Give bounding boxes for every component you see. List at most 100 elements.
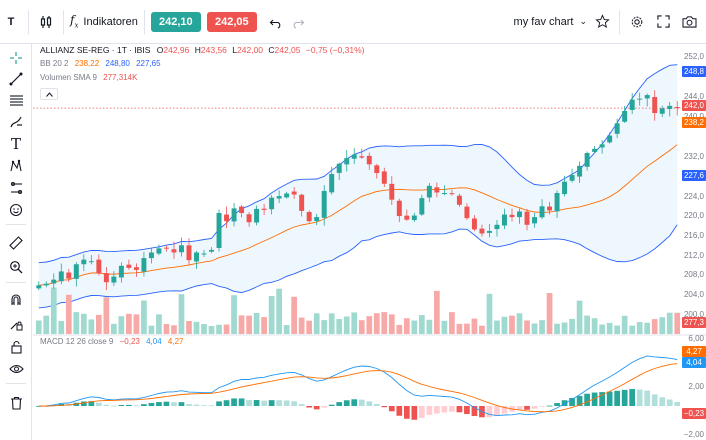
macd-legend: MACD 12 26 close 9 −0,23 4,04 4,27 — [40, 337, 184, 346]
candle-body — [599, 144, 605, 148]
fib-icon[interactable] — [5, 89, 27, 111]
macd-histogram-bar — [171, 402, 177, 406]
volume-bar — [358, 320, 365, 334]
layout-selector[interactable]: my fav chart ⌄ — [513, 15, 587, 28]
volume-bar — [58, 320, 65, 334]
candle-body — [291, 191, 297, 195]
macd-histogram-bar — [524, 406, 530, 410]
candle-body — [284, 193, 290, 198]
macd-histogram-bar — [246, 400, 252, 406]
macd-histogram-bar — [651, 394, 658, 406]
chart-pane[interactable]: ALLIANZ SE-REG · 1T · IBIS O242,96 H243,… — [33, 44, 706, 440]
volume-bar — [283, 325, 290, 334]
text-icon[interactable]: T — [10, 135, 21, 153]
candle-body — [667, 105, 673, 109]
indicators-button[interactable]: fx Indikatoren — [70, 13, 138, 30]
macd-histogram-bar — [636, 389, 643, 406]
chevron-up-icon — [45, 91, 53, 97]
candle-body — [532, 217, 538, 224]
buy-button[interactable]: 242,10 — [150, 11, 201, 32]
gear-icon[interactable] — [626, 11, 648, 33]
volume-bar — [50, 287, 57, 334]
candle-body — [494, 224, 500, 230]
magnet-icon[interactable] — [5, 289, 27, 311]
volume-bar — [313, 313, 320, 334]
macd-histogram-bar — [381, 406, 388, 408]
macd-histogram-bar — [261, 400, 267, 406]
macd-histogram-bar — [554, 403, 560, 406]
volume-bar — [666, 312, 673, 334]
macd-histogram-bar — [599, 392, 605, 406]
sell-button[interactable]: 242,05 — [206, 11, 257, 32]
candle-body — [148, 252, 154, 259]
volume-bar — [554, 323, 560, 334]
volume-bar — [306, 320, 313, 334]
volume-bar — [456, 323, 463, 334]
symbol-button[interactable]: T — [7, 15, 15, 28]
volume-bar — [366, 316, 373, 334]
price-legend: ALLIANZ SE-REG · 1T · IBIS O242,96 H243,… — [40, 45, 365, 55]
macd-tick: 6,00 — [688, 334, 704, 343]
macd-tick: 2,00 — [688, 382, 704, 391]
macd-histogram-bar — [456, 406, 463, 413]
macd-histogram-bar — [283, 400, 290, 406]
collapse-legend-button[interactable] — [40, 88, 58, 100]
volume-bar — [238, 315, 245, 334]
redo-icon[interactable] — [287, 11, 309, 33]
candle-body — [622, 110, 628, 122]
trendline-icon[interactable] — [5, 68, 27, 90]
macd-line-badge: 4,04 — [682, 357, 706, 368]
lock-drawing-icon[interactable] — [5, 313, 27, 335]
crosshair-icon[interactable] — [5, 47, 27, 69]
candle-body — [239, 206, 245, 213]
volume-bar — [576, 300, 583, 334]
candle-body — [637, 98, 643, 100]
pattern-icon[interactable] — [5, 155, 27, 177]
bb-lower-badge: 227,6 — [682, 170, 706, 181]
fullscreen-icon[interactable] — [652, 11, 674, 33]
volume-bar — [479, 325, 485, 334]
volume-bar — [674, 312, 681, 334]
camera-icon[interactable] — [678, 11, 700, 33]
volume-bar — [561, 322, 568, 334]
macd-histogram-bar — [486, 406, 493, 418]
emoji-icon[interactable] — [5, 199, 27, 221]
macd-histogram-bar — [186, 404, 192, 406]
volume-bar — [343, 316, 350, 334]
candle-body — [261, 208, 267, 210]
candle-body — [351, 154, 357, 159]
chart-canvas[interactable] — [33, 44, 706, 440]
star-icon[interactable] — [591, 11, 613, 33]
zoom-icon[interactable] — [5, 256, 27, 278]
undo-icon[interactable] — [265, 11, 287, 33]
volume-bar — [141, 300, 147, 334]
eye-icon[interactable] — [5, 358, 27, 380]
price-tick: 212,0 — [683, 251, 704, 260]
volume-bar — [629, 325, 636, 334]
volume-bar — [471, 318, 478, 334]
prediction-icon[interactable] — [5, 177, 27, 199]
volume-bar — [193, 321, 200, 334]
macd-histogram-bar — [321, 406, 328, 408]
candle-body — [111, 276, 117, 283]
macd-histogram-bar — [434, 406, 440, 414]
volume-bar — [351, 312, 358, 334]
ruler-icon[interactable] — [5, 232, 27, 254]
candle-body — [426, 185, 432, 198]
candle-body — [434, 187, 440, 193]
brush-icon[interactable] — [5, 111, 27, 133]
top-toolbar: T fx Indikatoren 242,10 242,05 my fav ch… — [0, 0, 706, 44]
volume-bar — [441, 320, 448, 334]
macd-histogram-bar — [659, 397, 666, 406]
macd-histogram-bar — [388, 406, 395, 412]
macd-line — [38, 355, 678, 417]
lock-icon[interactable] — [5, 336, 27, 358]
candle-body — [419, 198, 425, 215]
trash-icon[interactable] — [5, 392, 27, 414]
macd-histogram-bar — [126, 404, 132, 406]
candle-body — [501, 214, 507, 226]
candle-body — [569, 175, 575, 181]
candle-body — [479, 228, 485, 234]
candles-icon[interactable] — [35, 11, 57, 33]
volume-bar — [118, 316, 125, 334]
